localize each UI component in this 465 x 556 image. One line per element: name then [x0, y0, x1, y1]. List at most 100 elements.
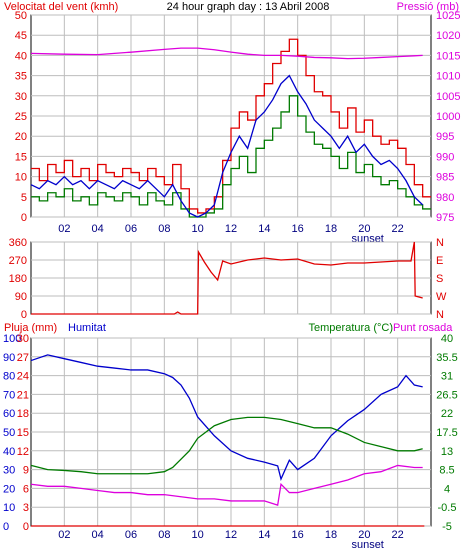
- rain-tick-label: 12: [17, 446, 29, 458]
- rain-tick-label: 15: [17, 427, 29, 439]
- humidity-tick-label: 80: [3, 371, 15, 383]
- x-tick-label: 06: [125, 529, 137, 541]
- gust-line: [31, 38, 431, 214]
- y2-tick-label: 1000: [436, 111, 460, 123]
- temperature-label: Temperatura (°C): [309, 322, 393, 334]
- x-tick-label: 18: [325, 529, 337, 541]
- rain-tick-label: 27: [17, 352, 29, 364]
- rain-tick-label: 6: [23, 483, 29, 495]
- humidity-tick-label: 40: [3, 446, 15, 458]
- direction-tick-label: 0: [21, 309, 27, 321]
- direction-tick-label: 90: [15, 291, 27, 303]
- panel2-grid: [31, 241, 431, 315]
- rain-tick-label: 9: [23, 465, 29, 477]
- panel1-series: [30, 38, 431, 218]
- y-tick-label: 25: [15, 111, 27, 123]
- y2-tick-label: 1025: [436, 10, 460, 22]
- rain-label: Pluja (mm): [4, 322, 57, 334]
- panel2-series: [31, 241, 423, 315]
- temperature-tick-label: 4: [444, 483, 450, 495]
- temperature-tick-label: -5: [442, 521, 452, 533]
- y2-tick-label: 990: [436, 151, 454, 163]
- compass-tick-label: E: [436, 255, 443, 267]
- y-tick-label: 40: [15, 50, 27, 62]
- x-tick-label: 22: [392, 223, 404, 235]
- x-tick-label: 06: [125, 223, 137, 235]
- x-tick-label: 14: [258, 529, 270, 541]
- compass-tick-label: N: [436, 309, 444, 321]
- rain-tick-label: 3: [23, 502, 29, 514]
- y-tick-label: 15: [15, 151, 27, 163]
- y-tick-label: 20: [15, 131, 27, 143]
- temperature-tick-label: 26.5: [436, 389, 457, 401]
- pressure-axis: 975 980 985 990 995 1000 1005 1010 1015 1020 1025: [436, 10, 460, 224]
- y-tick-label: 35: [15, 71, 27, 83]
- x-tick-label: 20: [358, 529, 370, 541]
- x-tick-label: 04: [92, 223, 104, 235]
- x-tick-label: 18: [325, 223, 337, 235]
- sunset-label: sunset: [351, 233, 383, 245]
- rain-tick-label: 21: [17, 389, 29, 401]
- graph-title: 24 hour graph day : 13 Abril 2008: [167, 1, 330, 13]
- compass-tick-label: S: [436, 273, 443, 285]
- x-tick-label: 20: [358, 223, 370, 235]
- Punt rosada-line: [30, 464, 423, 506]
- x-tick-label: 02: [58, 223, 70, 235]
- y2-tick-label: 1005: [436, 91, 460, 103]
- compass-tick-label: N: [436, 237, 444, 249]
- x-tick-label: 02: [58, 529, 70, 541]
- y-tick-label: 45: [15, 30, 27, 42]
- x-tick-label: 08: [158, 223, 170, 235]
- y-tick-label: 10: [15, 172, 27, 184]
- panel1-x-axis: 02 04 06 08 10 12 14 16 18 20 22 sunset: [58, 223, 404, 245]
- x-tick-label: 04: [92, 529, 104, 541]
- x-tick-label: 16: [292, 529, 304, 541]
- pressure-label: Pressió (mb): [397, 1, 459, 13]
- y2-tick-label: 1020: [436, 30, 460, 42]
- wind-speed-axis: 0 5 10 15 20 25 30 35 40 45 50: [15, 10, 27, 224]
- x-tick-label: 16: [292, 223, 304, 235]
- temperature-tick-label: -0.5: [438, 502, 457, 514]
- sunset-label: sunset: [351, 539, 383, 551]
- direction-axis: 0 90 180 270 360: [9, 237, 27, 321]
- x-tick-label: 10: [192, 529, 204, 541]
- temperature-tick-label: 22: [441, 408, 453, 420]
- y2-tick-label: 975: [436, 212, 454, 224]
- average-line: [30, 74, 424, 218]
- humidity-label: Humitat: [68, 322, 106, 334]
- humidity-tick-label: 60: [3, 408, 15, 420]
- rain-tick-label: 18: [17, 408, 29, 420]
- y2-tick-label: 1010: [436, 71, 460, 83]
- direction-tick-label: 270: [9, 255, 27, 267]
- compass-tick-label: W: [436, 291, 447, 303]
- humidity-tick-label: 0: [3, 521, 9, 533]
- rain-tick-label: 24: [17, 371, 29, 383]
- humidity-tick-label: 10: [3, 502, 15, 514]
- humidity-tick-label: 30: [3, 465, 15, 477]
- direction-tick-label: 360: [9, 237, 27, 249]
- y2-tick-label: 995: [436, 131, 454, 143]
- Humitat-line: [30, 354, 423, 481]
- y-tick-label: 50: [15, 10, 27, 22]
- x-tick-label: 08: [158, 529, 170, 541]
- y2-tick-label: 985: [436, 172, 454, 184]
- temperature-tick-label: 31: [441, 371, 453, 383]
- panel1-grid: [31, 14, 431, 218]
- humidity-tick-label: 70: [3, 389, 15, 401]
- temperature-tick-label: 35.5: [436, 352, 457, 364]
- y2-tick-label: 1015: [436, 50, 460, 62]
- temperature-axis: -5 -0.5 4 8.5 13 17.5 22 26.5 31 35.5 40: [436, 333, 457, 533]
- rain-tick-label: 30: [17, 333, 29, 345]
- direction-tick-label: 180: [9, 273, 27, 285]
- y-tick-label: 0: [21, 212, 27, 224]
- y2-tick-label: 980: [436, 192, 454, 204]
- x-tick-label: 14: [258, 223, 270, 235]
- humidity-tick-label: 20: [3, 483, 15, 495]
- temperature-tick-label: 13: [441, 446, 453, 458]
- x-tick-label: 12: [225, 223, 237, 235]
- x-tick-label: 12: [225, 529, 237, 541]
